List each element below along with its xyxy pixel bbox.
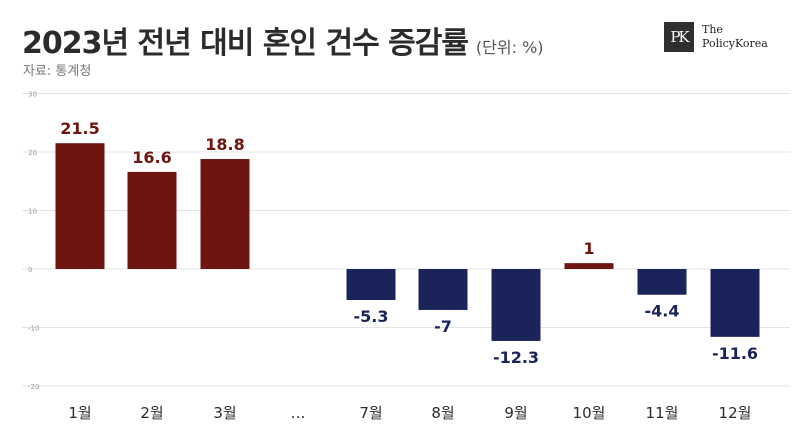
x-tick-label: 3월 <box>213 404 236 422</box>
y-tick-label: -10 <box>28 325 39 333</box>
bar <box>127 171 177 269</box>
data-label: 16.6 <box>132 148 171 167</box>
y-tick-label: 30 <box>28 91 37 99</box>
bar <box>637 269 687 295</box>
data-label: -4.4 <box>645 302 680 321</box>
logo-text: The PolicyKorea <box>702 23 768 51</box>
bar <box>710 269 760 337</box>
bar <box>491 269 541 341</box>
x-tick-label: 12월 <box>719 404 752 422</box>
x-tick-label: 9월 <box>504 404 527 422</box>
bar <box>418 269 468 310</box>
y-tick-label: -20 <box>28 383 39 391</box>
chart-title-text: 2023년 전년 대비 혼인 건수 증감률 <box>22 26 469 61</box>
data-label: 1 <box>583 239 594 258</box>
x-tick-label: … <box>291 404 306 422</box>
bar <box>200 159 250 269</box>
bar <box>55 143 105 269</box>
x-tick-label: 8월 <box>431 404 454 422</box>
x-tick-label: 2월 <box>140 404 163 422</box>
y-tick-label: 0 <box>28 266 32 274</box>
bar <box>346 269 396 301</box>
logo-mark-icon: PK <box>664 22 694 52</box>
data-label: -5.3 <box>354 307 389 326</box>
x-tick-label: 10월 <box>573 404 606 422</box>
chart-title: 2023년 전년 대비 혼인 건수 증감률 (단위: %) <box>22 18 544 62</box>
data-label: 18.8 <box>205 135 244 154</box>
logo-text-line1: The <box>702 23 723 36</box>
data-label: 21.5 <box>60 119 99 138</box>
data-label: -11.6 <box>712 344 758 363</box>
data-label: -7 <box>434 317 452 336</box>
x-tick-label: 11월 <box>646 404 679 422</box>
source-label: 자료: 통계청 <box>23 64 92 79</box>
chart-header: 2023년 전년 대비 혼인 건수 증감률 (단위: %) 자료: 통계청 PK … <box>0 0 800 90</box>
unit-label: (단위: %) <box>475 38 544 57</box>
publisher-logo: PK The PolicyKorea <box>664 22 784 52</box>
bar <box>564 263 614 269</box>
x-tick-label: 7월 <box>359 404 382 422</box>
y-tick-label: 20 <box>28 149 37 157</box>
logo-text-line2: PolicyKorea <box>702 37 768 50</box>
data-label: -12.3 <box>493 348 539 367</box>
bar-chart: 30 20 10 0 -10 -20 21.5 1월 16.6 2월 18.8 3월 … -5.3 7월 -7… <box>22 91 790 422</box>
x-tick-label: 1월 <box>68 404 91 422</box>
y-tick-label: 10 <box>28 208 37 216</box>
